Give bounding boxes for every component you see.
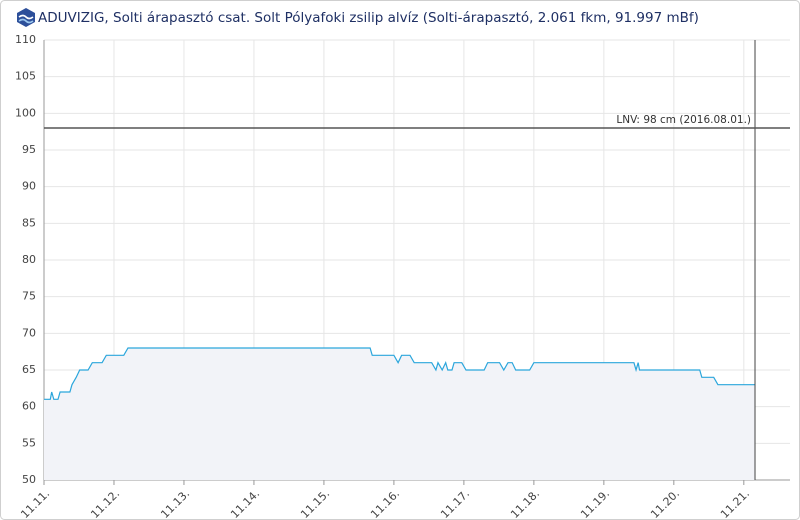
logo-icon	[17, 8, 35, 27]
y-tick-label: 95	[22, 143, 36, 156]
y-tick-label: 90	[22, 180, 36, 193]
y-tick-label: 65	[22, 363, 36, 376]
area	[44, 348, 756, 480]
chart-title: ADUVIZIG, Solti árapasztó csat. Solt Pól…	[38, 10, 699, 26]
y-tick-label: 85	[22, 216, 36, 229]
y-tick-label: 70	[22, 326, 36, 339]
y-tick-label: 100	[15, 106, 36, 119]
y-tick-label: 80	[22, 253, 36, 266]
y-tick-label: 110	[15, 33, 36, 46]
y-tick-label: 60	[22, 400, 36, 413]
y-tick-label: 50	[22, 473, 36, 486]
y-tick-label: 55	[22, 436, 36, 449]
reference-label: LNV: 98 cm (2016.08.01.)	[616, 114, 751, 126]
line	[44, 347, 756, 400]
y-tick-label: 75	[22, 290, 36, 303]
y-tick-label: 105	[15, 70, 36, 83]
